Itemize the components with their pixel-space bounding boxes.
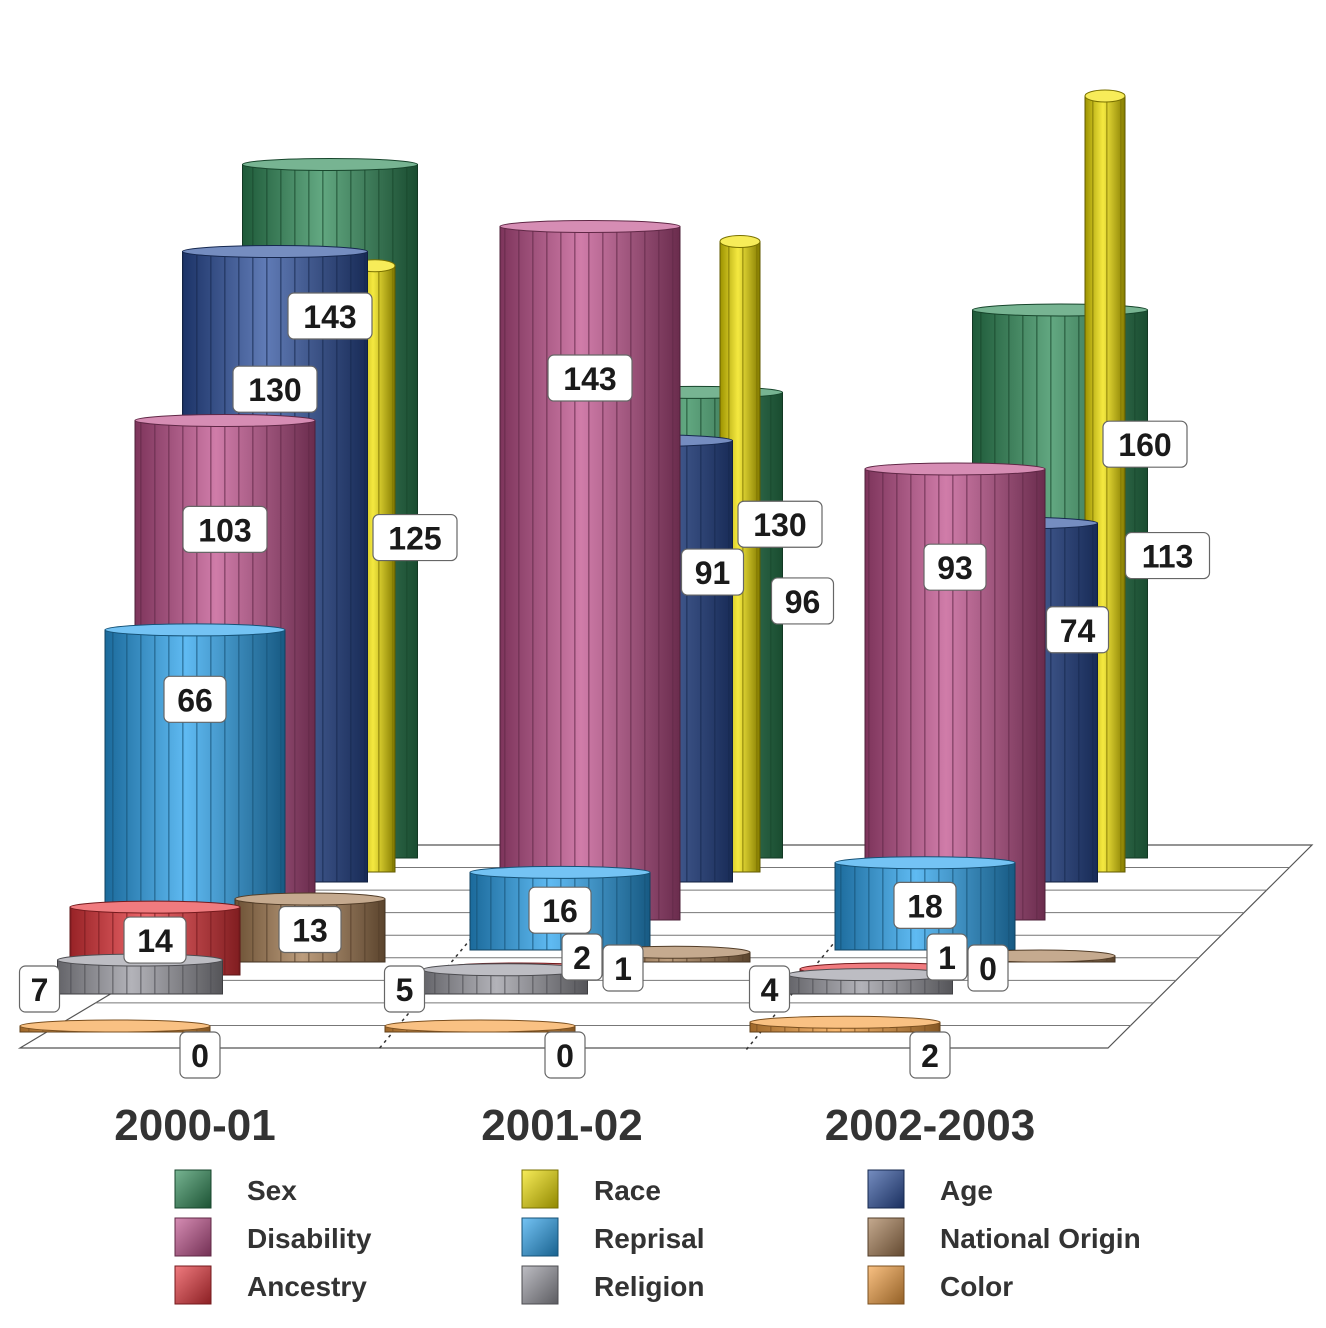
category-label-2002-2003: 2002-2003 — [825, 1101, 1035, 1150]
data-label-national-origin-2000-01: 13 — [278, 905, 342, 954]
data-label-religion-2001-02: 5 — [383, 965, 426, 1013]
svg-text:14: 14 — [137, 923, 173, 959]
bar-disability-2002-2003 — [864, 462, 1046, 921]
svg-text:143: 143 — [303, 299, 356, 335]
chart-legend: Sex Race Age Disability Reprisal National Ori… — [174, 1169, 1141, 1305]
legend-swatch — [867, 1169, 905, 1209]
svg-text:143: 143 — [563, 361, 616, 397]
svg-text:2: 2 — [921, 1038, 939, 1074]
data-label-religion-2000-01: 7 — [18, 965, 61, 1013]
data-label-disability-2002-2003: 93 — [923, 543, 987, 591]
data-label-age-2001-02: 91 — [680, 548, 745, 596]
data-label-color-2002-2003: 2 — [909, 1031, 951, 1079]
legend-swatch — [521, 1265, 559, 1305]
legend-item-ancestry: Ancestry — [174, 1265, 367, 1305]
legend-item-race: Race — [521, 1169, 661, 1209]
legend-swatch — [867, 1265, 905, 1305]
svg-text:4: 4 — [761, 972, 779, 1008]
legend-label: Race — [594, 1175, 661, 1206]
legend-label: Disability — [247, 1223, 372, 1254]
legend-label: Sex — [247, 1175, 297, 1206]
svg-text:74: 74 — [1060, 613, 1096, 649]
legend-swatch — [174, 1217, 212, 1257]
legend-item-national-origin: National Origin — [867, 1217, 1141, 1257]
data-label-religion-2002-2003: 4 — [748, 965, 791, 1013]
svg-text:5: 5 — [396, 972, 414, 1008]
svg-text:16: 16 — [542, 893, 578, 929]
svg-text:160: 160 — [1118, 427, 1171, 463]
legend-label: Reprisal — [594, 1223, 705, 1254]
data-label-disability-2000-01: 103 — [182, 505, 268, 553]
data-label-national-origin-2002-2003: 1 — [926, 933, 968, 981]
data-label-age-2002-2003: 74 — [1045, 606, 1110, 654]
legend-swatch — [867, 1217, 905, 1257]
data-label-color-2001-02: 0 — [544, 1031, 586, 1079]
legend-label: Color — [940, 1271, 1013, 1302]
svg-text:0: 0 — [191, 1038, 209, 1074]
svg-text:7: 7 — [31, 972, 49, 1008]
svg-text:0: 0 — [556, 1038, 574, 1074]
svg-text:66: 66 — [177, 682, 213, 718]
bar-disability-2001-02 — [499, 219, 681, 921]
svg-text:103: 103 — [198, 512, 251, 548]
legend-label: National Origin — [940, 1223, 1141, 1254]
data-label-disability-2001-02: 143 — [547, 354, 633, 402]
data-label-age-2000-01: 130 — [232, 365, 318, 413]
data-label-reprisal-2001-02: 16 — [528, 886, 592, 934]
data-label-sex-2002-2003: 113 — [1124, 531, 1211, 580]
legend-item-sex: Sex — [174, 1169, 297, 1209]
svg-text:130: 130 — [753, 507, 806, 543]
legend-item-color: Color — [867, 1265, 1013, 1305]
svg-text:93: 93 — [937, 550, 973, 586]
data-label-national-origin-2001-02: 2 — [561, 933, 603, 981]
bar-reprisal-2002-2003 — [834, 856, 1016, 951]
legend-label: Age — [940, 1175, 993, 1206]
bar-color-2001-02 — [384, 1019, 576, 1033]
svg-text:1: 1 — [614, 951, 632, 987]
svg-text:13: 13 — [292, 912, 328, 948]
legend-swatch — [521, 1217, 559, 1257]
bar-color-2002-2003 — [749, 1015, 941, 1033]
category-label-2001-02: 2001-02 — [481, 1101, 642, 1150]
data-label-color-2000-01: 0 — [179, 1031, 221, 1079]
data-label-race-2000-01: 125 — [372, 513, 458, 562]
svg-text:113: 113 — [1142, 539, 1194, 575]
bar-color-2000-01 — [19, 1019, 211, 1033]
svg-text:1: 1 — [938, 940, 956, 976]
data-label-reprisal-2000-01: 66 — [163, 675, 227, 723]
data-label-ancestry-2001-02: 1 — [602, 944, 644, 992]
legend-label: Religion — [594, 1271, 704, 1302]
legend-item-age: Age — [867, 1169, 993, 1209]
svg-text:18: 18 — [907, 888, 943, 924]
data-label-ancestry-2002-2003: 0 — [967, 944, 1009, 992]
data-label-ancestry-2000-01: 14 — [123, 916, 187, 964]
svg-text:125: 125 — [388, 521, 441, 557]
svg-text:2: 2 — [573, 940, 591, 976]
legend-item-religion: Religion — [521, 1265, 704, 1305]
bar-religion-2002-2003 — [787, 968, 953, 995]
svg-text:130: 130 — [248, 372, 301, 408]
data-label-sex-2000-01: 143 — [287, 292, 373, 340]
chart-category-labels: 2000-01 2001-02 2002-2003 — [114, 1101, 1035, 1150]
legend-item-reprisal: Reprisal — [521, 1217, 705, 1257]
svg-text:91: 91 — [695, 555, 731, 591]
data-label-race-2001-02: 130 — [737, 500, 823, 548]
legend-label: Ancestry — [247, 1271, 367, 1302]
legend-swatch — [174, 1169, 212, 1209]
data-label-race-2002-2003: 160 — [1102, 420, 1188, 468]
category-label-2000-01: 2000-01 — [114, 1101, 275, 1150]
legend-item-disability: Disability — [174, 1217, 372, 1257]
data-label-reprisal-2002-2003: 18 — [893, 881, 957, 929]
legend-swatch — [174, 1265, 212, 1305]
svg-text:96: 96 — [785, 584, 821, 620]
data-label-sex-2001-02: 96 — [770, 577, 835, 625]
svg-text:0: 0 — [979, 951, 997, 987]
legend-swatch — [521, 1169, 559, 1209]
